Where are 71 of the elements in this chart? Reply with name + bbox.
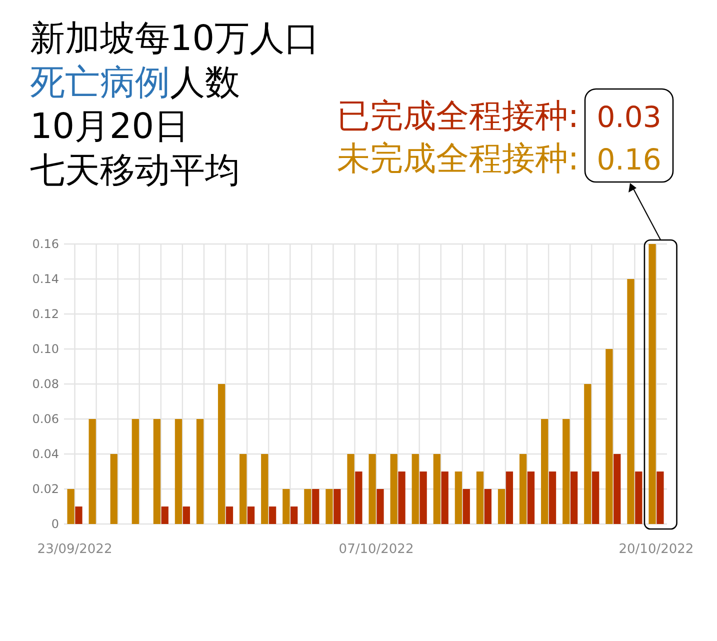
y-tick-label: 0.04 [32,447,59,462]
bar [527,472,535,524]
bar [196,419,204,524]
bar [174,419,182,524]
bar [484,489,492,524]
bar [441,472,448,524]
bar [420,472,427,524]
bar [614,454,621,524]
y-tick-label: 0.08 [32,377,59,392]
bar [182,506,190,524]
chart-subtitle: 10月20日 [30,107,190,147]
bar [153,419,161,524]
bar [347,454,354,524]
y-tick-label: 0.10 [32,342,59,356]
x-tick-label: 07/10/2022 [338,542,414,557]
y-tick-label: 0.02 [32,482,59,496]
bar [454,472,462,524]
bar [648,244,656,524]
bar [541,419,548,524]
bar [132,419,139,524]
bar [606,349,613,524]
bar [562,419,570,524]
bar [584,384,592,524]
text: 0.16 [596,142,662,176]
bar [570,472,578,524]
bar [656,472,664,524]
bar [312,489,320,524]
y-tick-label: 0.12 [32,307,59,322]
bar [240,454,247,524]
bar [261,454,268,524]
bar [67,489,74,524]
bar [548,472,556,524]
text: 0.03 [596,100,662,134]
y-tick-label: 0.06 [32,412,59,426]
text: 已完成全程接种: [336,96,579,135]
bar [592,472,600,524]
bar [519,454,527,524]
bar [304,489,312,524]
bar [627,279,634,524]
bar [390,454,398,524]
x-tick-label: 23/09/2022 [37,542,112,557]
bar [412,454,419,524]
bar [226,506,234,524]
bar [462,489,470,524]
bar [334,489,341,524]
bar [635,472,642,524]
bar [282,489,290,524]
y-tick-label: 0.14 [32,272,59,286]
y-tick-label: 0 [51,517,59,532]
bar [398,472,406,524]
bar [433,454,440,524]
bar [110,454,118,524]
bar [161,506,168,524]
chart-title: 新加坡每10万人口死亡病例人数 [30,19,320,103]
bar [498,489,506,524]
x-tick-label: 20/10/2022 [618,542,694,557]
bar [247,506,255,524]
bar [75,506,82,524]
bar [368,454,376,524]
bar [268,506,276,524]
bar [506,472,514,524]
bar [355,472,362,524]
bar [88,419,96,524]
bar [376,489,384,524]
text: 七天移动平均 [30,151,240,191]
bar [218,384,226,524]
text: 未完成全程接种: [336,138,579,178]
bar [326,489,333,524]
y-tick-label: 0.16 [32,237,59,252]
bar [476,472,484,524]
bar [290,506,298,524]
